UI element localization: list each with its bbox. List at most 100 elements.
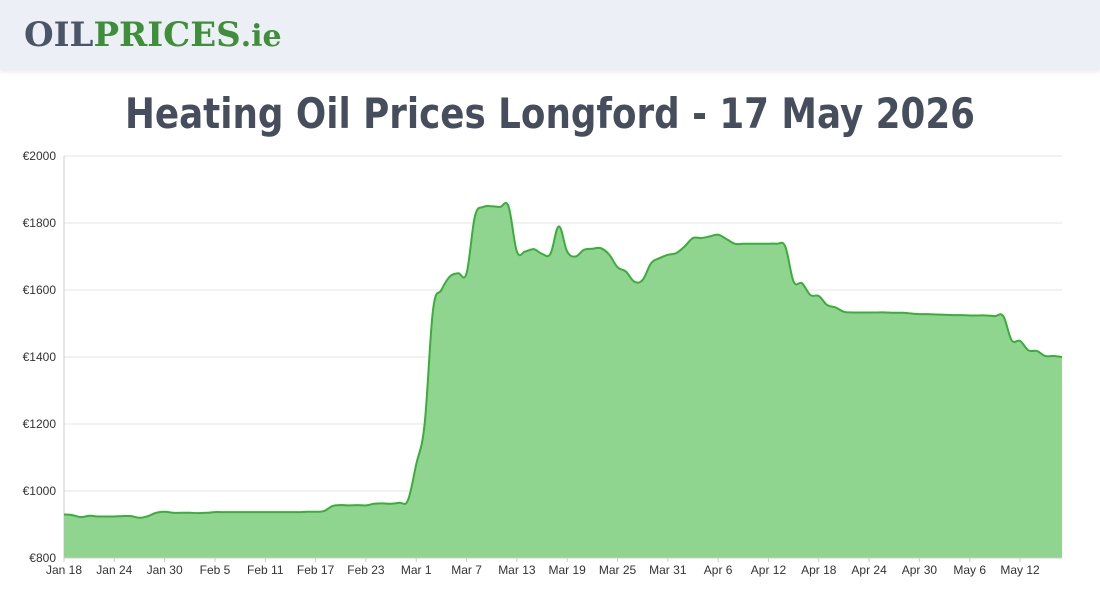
data-point[interactable] — [514, 248, 520, 254]
data-point[interactable] — [841, 309, 847, 315]
data-point[interactable] — [589, 246, 595, 252]
data-point[interactable] — [690, 235, 696, 241]
data-point[interactable] — [396, 500, 402, 506]
data-point[interactable] — [866, 309, 872, 315]
data-point[interactable] — [682, 243, 688, 249]
data-point[interactable] — [136, 515, 142, 521]
data-point[interactable] — [287, 509, 293, 515]
data-point[interactable] — [673, 250, 679, 256]
data-point[interactable] — [707, 233, 713, 239]
data-point[interactable] — [304, 509, 310, 515]
data-point[interactable] — [824, 302, 830, 308]
data-point[interactable] — [195, 510, 201, 516]
data-point[interactable] — [246, 509, 252, 515]
data-point[interactable] — [891, 310, 897, 316]
data-point[interactable] — [162, 509, 168, 515]
data-point[interactable] — [648, 260, 654, 266]
data-point[interactable] — [489, 203, 495, 209]
data-point[interactable] — [505, 203, 511, 209]
data-point[interactable] — [69, 512, 75, 518]
data-point[interactable] — [908, 310, 914, 316]
data-point[interactable] — [128, 513, 134, 519]
data-point[interactable] — [355, 502, 361, 508]
data-point[interactable] — [782, 243, 788, 249]
data-point[interactable] — [950, 312, 956, 318]
data-point[interactable] — [640, 277, 646, 283]
data-point[interactable] — [329, 503, 335, 509]
data-point[interactable] — [992, 313, 998, 319]
data-point[interactable] — [220, 509, 226, 515]
data-point[interactable] — [321, 508, 327, 514]
data-point[interactable] — [1051, 353, 1057, 359]
data-point[interactable] — [698, 235, 704, 241]
data-point[interactable] — [178, 510, 184, 516]
data-point[interactable] — [187, 510, 193, 516]
data-point[interactable] — [749, 241, 755, 247]
data-point[interactable] — [204, 510, 210, 516]
data-point[interactable] — [1000, 313, 1006, 319]
data-point[interactable] — [61, 511, 67, 517]
data-point[interactable] — [1017, 338, 1023, 344]
data-point[interactable] — [237, 509, 243, 515]
site-logo[interactable]: OILPRICES.ie — [24, 13, 282, 59]
data-point[interactable] — [1034, 348, 1040, 354]
data-point[interactable] — [120, 513, 126, 519]
data-point[interactable] — [1059, 354, 1065, 360]
data-point[interactable] — [254, 509, 260, 515]
data-point[interactable] — [774, 241, 780, 247]
data-point[interactable] — [438, 287, 444, 293]
data-point[interactable] — [455, 270, 461, 276]
data-point[interactable] — [422, 421, 428, 427]
data-point[interactable] — [724, 236, 730, 242]
data-point[interactable] — [984, 312, 990, 318]
data-point[interactable] — [581, 247, 587, 253]
data-point[interactable] — [1025, 347, 1031, 353]
data-point[interactable] — [497, 204, 503, 210]
data-point[interactable] — [229, 509, 235, 515]
data-point[interactable] — [933, 311, 939, 317]
data-point[interactable] — [472, 213, 478, 219]
data-point[interactable] — [153, 510, 159, 516]
data-point[interactable] — [967, 312, 973, 318]
data-point[interactable] — [447, 274, 453, 280]
data-point[interactable] — [765, 241, 771, 247]
data-point[interactable] — [816, 293, 822, 299]
data-point[interactable] — [380, 500, 386, 506]
data-point[interactable] — [346, 502, 352, 508]
data-point[interactable] — [942, 312, 948, 318]
data-point[interactable] — [573, 254, 579, 260]
data-point[interactable] — [296, 509, 302, 515]
data-point[interactable] — [103, 513, 109, 519]
data-point[interactable] — [656, 255, 662, 261]
data-point[interactable] — [313, 509, 319, 515]
data-point[interactable] — [531, 246, 537, 252]
data-point[interactable] — [279, 509, 285, 515]
data-point[interactable] — [271, 509, 277, 515]
data-point[interactable] — [665, 252, 671, 258]
data-point[interactable] — [413, 461, 419, 467]
data-point[interactable] — [791, 279, 797, 285]
data-point[interactable] — [715, 232, 721, 238]
data-point[interactable] — [606, 251, 612, 257]
data-point[interactable] — [212, 509, 218, 515]
data-point[interactable] — [1042, 353, 1048, 359]
data-point[interactable] — [78, 514, 84, 520]
data-point[interactable] — [598, 245, 604, 251]
data-point[interactable] — [975, 312, 981, 318]
data-point[interactable] — [858, 309, 864, 315]
data-point[interactable] — [388, 501, 394, 507]
data-point[interactable] — [145, 513, 151, 519]
data-point[interactable] — [958, 312, 964, 318]
data-point[interactable] — [430, 307, 436, 313]
data-point[interactable] — [849, 309, 855, 315]
data-point[interactable] — [925, 311, 931, 317]
data-point[interactable] — [757, 241, 763, 247]
data-point[interactable] — [807, 292, 813, 298]
data-point[interactable] — [883, 309, 889, 315]
data-point[interactable] — [631, 279, 637, 285]
data-point[interactable] — [338, 502, 344, 508]
data-point[interactable] — [363, 502, 369, 508]
data-point[interactable] — [480, 204, 486, 210]
data-point[interactable] — [799, 280, 805, 286]
data-point[interactable] — [732, 241, 738, 247]
